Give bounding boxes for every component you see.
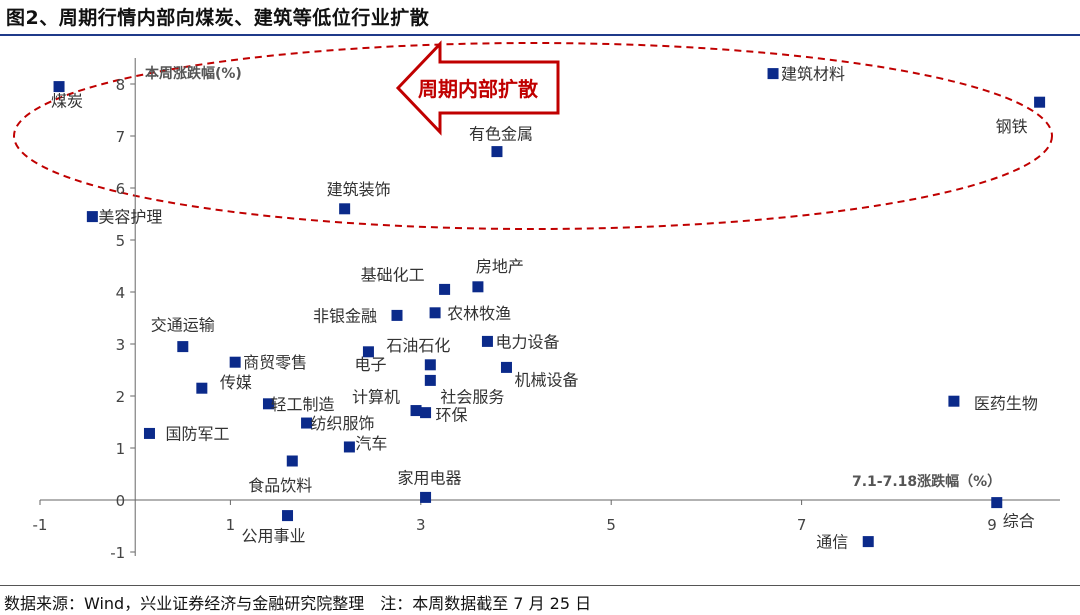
point-label: 建筑装饰: [327, 180, 391, 199]
y-tick-label: 8: [116, 76, 126, 94]
y-tick-label: 0: [116, 492, 126, 510]
point-label: 传媒: [220, 373, 252, 392]
data-point: [862, 536, 874, 548]
data-point: [391, 309, 403, 321]
point-label: 非银金融: [313, 306, 377, 325]
point-label: 汽车: [355, 434, 387, 453]
point-label: 医药生物: [974, 394, 1038, 413]
y-tick-label: -1: [110, 544, 125, 562]
figure-title: 图2、周期行情内部向煤炭、建筑等低位行业扩散: [6, 7, 430, 29]
point-label: 家用电器: [398, 468, 462, 487]
data-point: [282, 510, 294, 522]
y-axis-title: 本周涨跌幅(%): [145, 65, 242, 82]
point-label: 煤炭: [51, 92, 83, 111]
data-point: [420, 407, 432, 419]
data-point: [229, 356, 241, 368]
point-label: 环保: [436, 406, 468, 425]
x-tick-label: -1: [33, 516, 48, 534]
title-rule: [0, 34, 1080, 36]
point-label: 有色金属: [469, 125, 533, 144]
data-point: [86, 211, 98, 223]
point-label: 综合: [1003, 512, 1035, 531]
point-label: 商贸零售: [243, 353, 307, 372]
data-point: [991, 497, 1003, 509]
y-tick-label: 5: [116, 232, 126, 250]
x-tick-label: 7: [797, 516, 807, 534]
y-tick-label: 3: [116, 336, 126, 354]
data-point: [339, 203, 351, 215]
data-point: [177, 341, 189, 353]
x-tick-label: 3: [416, 516, 426, 534]
point-label: 通信: [816, 533, 848, 552]
point-label: 纺织服饰: [311, 414, 375, 433]
data-point: [143, 427, 155, 439]
point-label: 钢铁: [996, 117, 1028, 136]
data-point: [1034, 96, 1046, 108]
data-point: [439, 283, 451, 295]
y-tick-label: 1: [116, 440, 126, 458]
data-point: [767, 68, 779, 80]
point-label: 美容护理: [98, 208, 162, 227]
data-point: [301, 417, 313, 429]
point-label: 国防军工: [165, 424, 229, 443]
point-label: 交通运输: [151, 316, 215, 335]
data-point: [481, 335, 493, 347]
data-point: [196, 382, 208, 394]
point-label: 计算机: [352, 388, 400, 407]
point-label: 房地产: [476, 257, 524, 276]
x-tick-label: 1: [226, 516, 236, 534]
data-point: [472, 281, 484, 293]
point-label: 轻工制造: [270, 395, 334, 414]
data-point: [262, 398, 274, 410]
point-label: 社会服务: [440, 387, 504, 406]
y-tick-label: 6: [116, 180, 126, 198]
x-tick-label: 9: [987, 516, 997, 534]
point-label: 电力设备: [495, 332, 559, 351]
data-point: [53, 81, 65, 93]
data-point: [429, 307, 441, 319]
data-point: [362, 346, 374, 358]
footer-rule: [0, 585, 1080, 586]
y-tick-label: 2: [116, 388, 126, 406]
point-label: 机械设备: [514, 370, 578, 389]
data-point: [424, 374, 436, 386]
data-point: [410, 405, 422, 417]
data-point: [420, 491, 432, 503]
callout-label: 周期内部扩散: [418, 77, 539, 101]
point-label: 建筑材料: [781, 65, 845, 84]
data-point: [286, 455, 298, 467]
data-point: [948, 395, 960, 407]
x-axis-title: 7.1-7.18涨跌幅（%）: [852, 473, 1001, 490]
data-points: [53, 68, 1046, 548]
callout-arrow: 周期内部扩散: [395, 40, 560, 136]
point-label: 电子: [354, 355, 386, 374]
data-point: [343, 441, 355, 453]
point-label: 石油石化: [386, 336, 450, 355]
point-label: 农林牧渔: [447, 304, 511, 323]
x-tick-label: 5: [606, 516, 616, 534]
data-point: [491, 146, 503, 158]
data-point: [500, 361, 512, 373]
point-label: 基础化工: [361, 265, 425, 284]
source-note: 数据来源：Wind，兴业证券经济与金融研究院整理 注：本周数据截至 7 月 25…: [4, 594, 592, 613]
point-label: 公用事业: [242, 527, 306, 546]
highlight-ellipse: [13, 42, 1053, 230]
y-tick-label: 4: [116, 284, 126, 302]
y-tick-label: 7: [116, 128, 126, 146]
point-label: 食品饮料: [248, 476, 312, 495]
data-point: [424, 359, 436, 371]
